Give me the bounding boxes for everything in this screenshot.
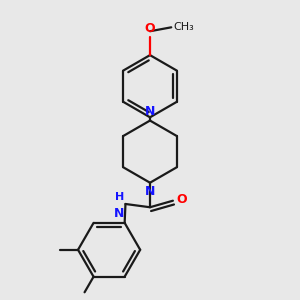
Text: O: O	[145, 22, 155, 35]
Text: N: N	[145, 185, 155, 198]
Text: N: N	[113, 207, 124, 220]
Text: O: O	[177, 193, 188, 206]
Text: H: H	[115, 192, 124, 202]
Text: N: N	[145, 105, 155, 118]
Text: CH₃: CH₃	[173, 22, 194, 32]
